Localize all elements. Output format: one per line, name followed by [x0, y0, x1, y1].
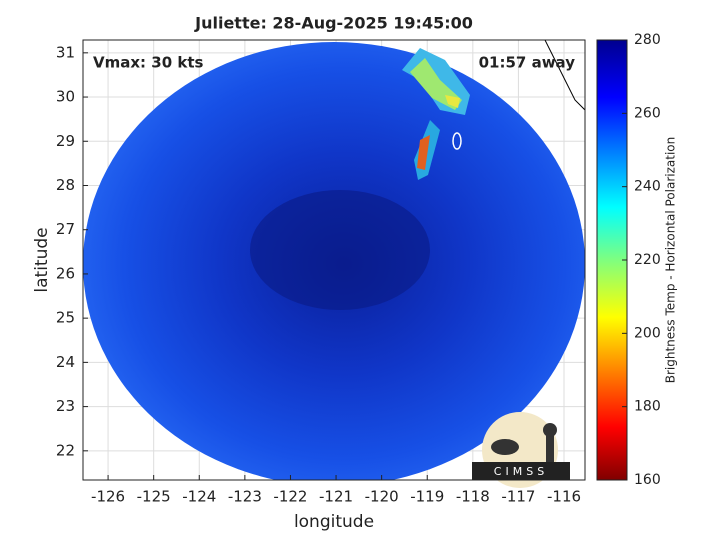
colorbar-tick-label: 200 [634, 325, 661, 341]
x-tick-label: -117 [501, 488, 535, 506]
colorbar-tick-label: 240 [634, 179, 661, 195]
x-tick-label: -126 [91, 488, 125, 506]
colorbar-tick-label: 160 [634, 472, 661, 488]
x-tick-label: -121 [319, 488, 353, 506]
y-tick-label: 30 [56, 88, 75, 106]
x-axis-label: longitude [294, 512, 374, 532]
y-tick-label: 24 [56, 353, 75, 371]
x-tick-label: -125 [137, 488, 171, 506]
chart-title: Juliette: 28-Aug-2025 19:45:00 [194, 14, 473, 33]
y-tick-label: 27 [56, 220, 75, 238]
colorbar-label: Brightness Temp - Horizontal Polarizatio… [664, 137, 678, 384]
y-tick-label: 28 [56, 176, 75, 194]
logo: CIMSS [472, 412, 570, 488]
y-tick-label: 25 [56, 309, 75, 327]
x-tick-label: -119 [410, 488, 444, 506]
y-tick-label: 26 [56, 264, 75, 282]
colorbar-tick-label: 180 [634, 399, 661, 415]
y-axis-label: latitude [32, 227, 52, 292]
y-tick-label: 31 [56, 43, 75, 61]
y-tick-label: 29 [56, 132, 75, 150]
colorbar-tick-label: 220 [634, 252, 661, 268]
annotation: Vmax: 30 kts [93, 54, 203, 72]
x-tick-label: -122 [273, 488, 307, 506]
x-tick-label: -120 [365, 488, 399, 506]
x-tick-label: -118 [456, 488, 490, 506]
annotation: 01:57 away [479, 54, 576, 72]
y-tick-label: 23 [56, 397, 75, 415]
logo-text: CIMSS [494, 465, 548, 478]
y-tick-label: 22 [56, 441, 75, 459]
x-tick-label: -124 [182, 488, 216, 506]
plot-frame [82, 39, 586, 481]
satellite-image [83, 40, 585, 480]
colorbar-tick-label: 280 [634, 32, 661, 48]
x-tick-label: -123 [228, 488, 262, 506]
colorbar-tick-label: 260 [634, 105, 661, 121]
x-tick-label: -116 [547, 488, 581, 506]
